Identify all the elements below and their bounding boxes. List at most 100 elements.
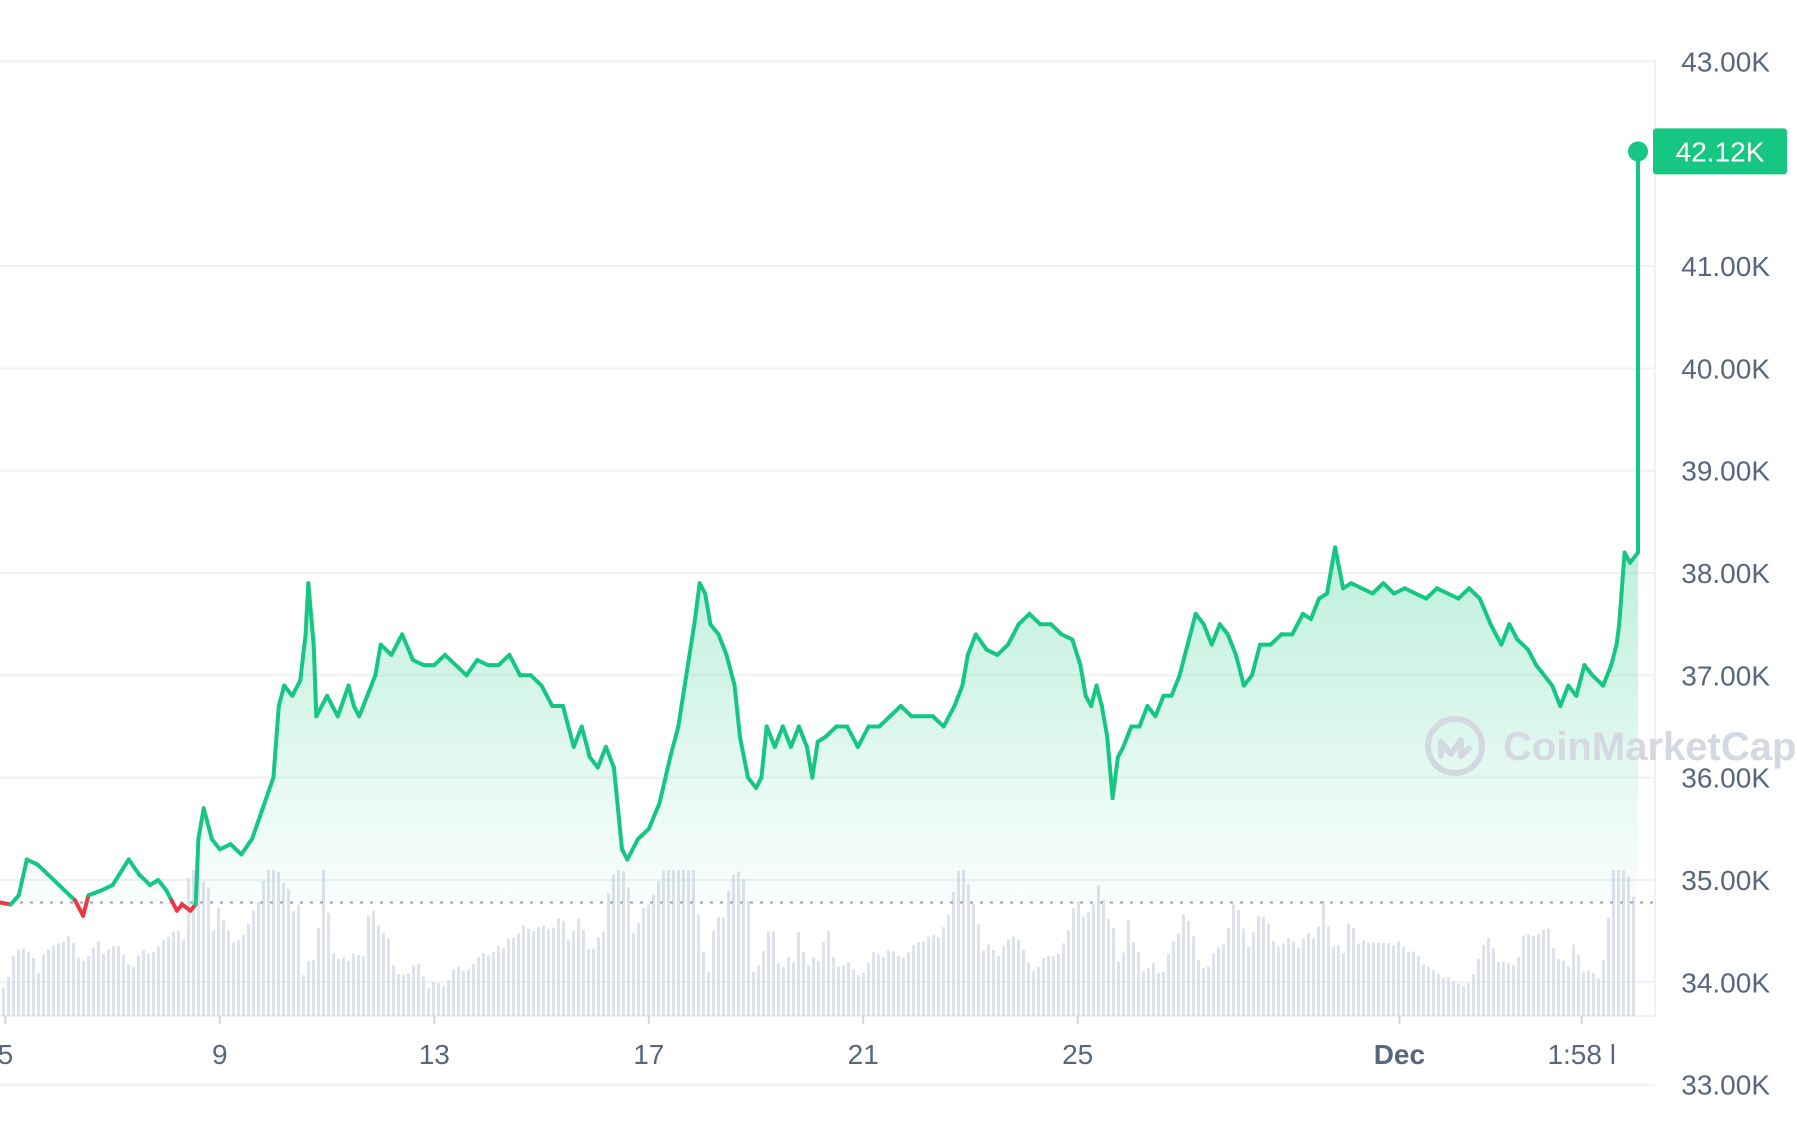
volume-bar xyxy=(1632,896,1635,1016)
price-line-segment xyxy=(1070,637,1083,668)
volume-bar xyxy=(212,930,215,1016)
price-line-segment xyxy=(571,724,584,749)
volume-bar xyxy=(1577,955,1580,1016)
price-line-segment xyxy=(611,765,624,852)
volume-bar xyxy=(972,904,975,1016)
volume-bar xyxy=(1152,962,1155,1016)
volume-bar xyxy=(717,916,720,1016)
price-line-segment xyxy=(357,693,370,719)
price-line-segment xyxy=(35,862,51,877)
volume-bar xyxy=(367,915,370,1016)
price-line-segment xyxy=(1006,622,1021,647)
price-line-segment xyxy=(1590,673,1606,688)
volume-bar xyxy=(1262,917,1265,1016)
volume-bar xyxy=(952,891,955,1016)
volume-bar xyxy=(442,985,445,1016)
volume-bar xyxy=(347,961,350,1016)
volume-bar xyxy=(1292,941,1295,1016)
volume-bar xyxy=(827,931,830,1016)
volume-bar xyxy=(1557,958,1560,1016)
y-tick-label: 37.00K xyxy=(1681,660,1770,691)
price-line-segment xyxy=(137,872,153,888)
price-line-segment xyxy=(298,632,308,683)
price-line-segment xyxy=(636,826,651,841)
price-line-segment xyxy=(528,673,544,688)
price-line-segment xyxy=(260,775,276,811)
price-line-segment xyxy=(239,837,254,857)
volume-bar xyxy=(307,961,310,1016)
price-line-segment xyxy=(759,724,769,780)
volume-bar xyxy=(867,963,870,1016)
volume-bar xyxy=(1287,938,1290,1016)
price-line-segment xyxy=(877,714,892,729)
price-line-segment xyxy=(684,622,697,678)
volume-bar xyxy=(227,930,230,1016)
price-line-segment xyxy=(708,622,721,637)
price-line-segment xyxy=(57,883,72,898)
volume-bar xyxy=(1207,966,1210,1016)
volume-bar xyxy=(1627,876,1630,1016)
volume-bar xyxy=(1252,932,1255,1016)
volume-bar xyxy=(1422,964,1425,1016)
price-line-segment xyxy=(930,714,946,729)
volume-bar xyxy=(1172,941,1175,1016)
volume-bar xyxy=(622,871,625,1016)
volume-bar xyxy=(1277,947,1280,1016)
volume-bar xyxy=(97,940,100,1016)
price-line-segment xyxy=(692,581,702,627)
price-line-segment xyxy=(1268,632,1284,647)
volume-bar xyxy=(657,881,660,1016)
volume-bar xyxy=(1622,870,1625,1016)
volume-bar xyxy=(1587,970,1590,1016)
price-line-segment xyxy=(432,652,447,668)
price-line-segment xyxy=(378,642,394,657)
price-line-segment xyxy=(1105,734,1115,801)
price-line-segment xyxy=(1099,704,1110,739)
volume-bar xyxy=(137,955,140,1016)
current-price-dot xyxy=(1628,141,1648,162)
volume-bar xyxy=(82,961,85,1016)
volume-bar xyxy=(1377,942,1380,1016)
volume-bar xyxy=(547,929,550,1016)
volume-bar xyxy=(1122,952,1125,1016)
volume-bar xyxy=(1167,953,1170,1016)
volume-bar xyxy=(1117,961,1120,1016)
price-line-segment xyxy=(1094,683,1104,708)
volume-bar xyxy=(812,957,815,1016)
volume-bar xyxy=(702,951,705,1016)
volume-bar xyxy=(1242,928,1245,1016)
volume-bar xyxy=(582,929,585,1016)
volume-bar xyxy=(1162,971,1165,1016)
volume-bar xyxy=(22,948,25,1016)
volume-bar xyxy=(132,966,135,1016)
volume-bar xyxy=(297,904,300,1016)
volume-bar xyxy=(1102,899,1105,1016)
price-line-segment xyxy=(888,704,903,719)
price-line-segment xyxy=(1333,545,1346,591)
price-line-segment xyxy=(772,724,785,749)
volume-bar xyxy=(1032,971,1035,1016)
volume-bar xyxy=(352,953,355,1016)
price-line-segment xyxy=(1153,693,1166,719)
volume-bar xyxy=(47,949,50,1016)
volume-bar xyxy=(587,948,590,1016)
price-line-segment xyxy=(796,724,809,749)
price-line-segment xyxy=(1325,545,1338,596)
volume-bar xyxy=(917,942,920,1016)
y-tick-label: 35.00K xyxy=(1681,865,1770,896)
y-tick-label: 40.00K xyxy=(1681,353,1770,384)
price-line-segment xyxy=(110,857,131,888)
price-line-segment xyxy=(1477,596,1493,627)
volume-bar xyxy=(262,880,265,1016)
price-line-segment xyxy=(1534,663,1547,678)
price-line-segment xyxy=(250,806,265,841)
volume-bar xyxy=(1082,916,1085,1016)
price-line-segment xyxy=(1110,755,1120,801)
volume-bar xyxy=(1202,967,1205,1016)
price-line-segment xyxy=(1217,622,1230,637)
volume-bar xyxy=(122,955,125,1016)
volume-bar xyxy=(567,939,570,1016)
volume-bar xyxy=(1482,944,1485,1016)
volume-bar xyxy=(1572,944,1575,1016)
volume-bar xyxy=(447,980,450,1016)
